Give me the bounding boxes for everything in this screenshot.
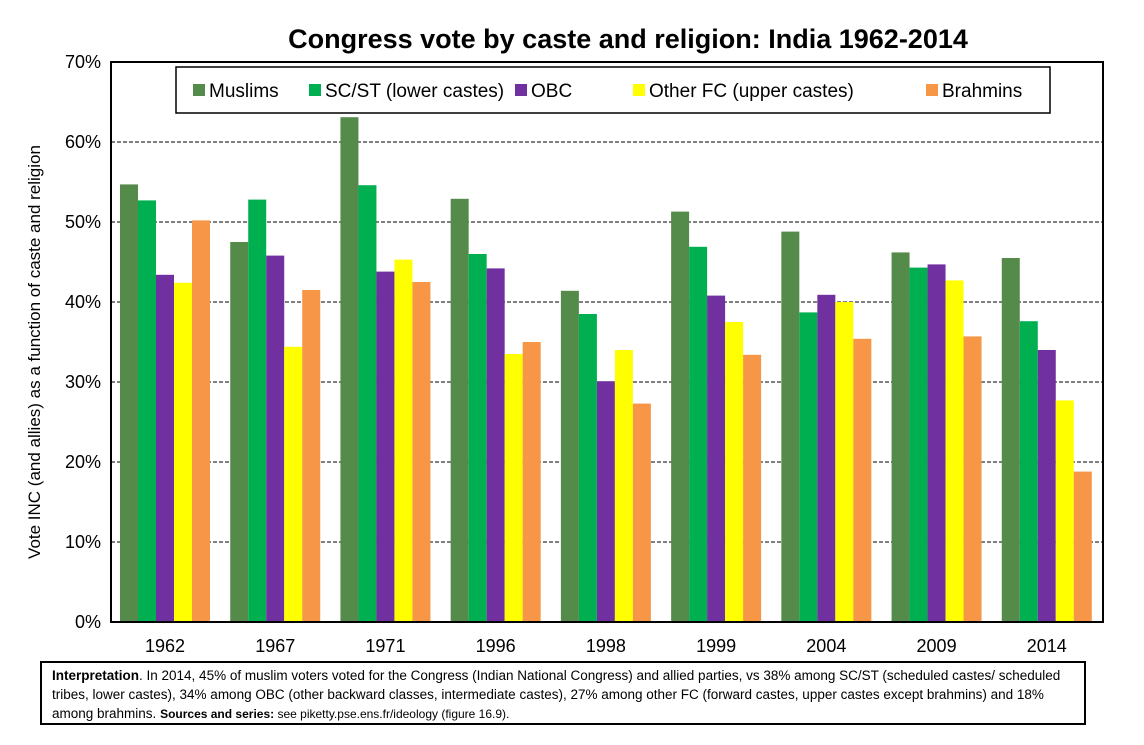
x-tick-label: 1996 [476, 636, 516, 656]
bar [1001, 258, 1020, 622]
bar [909, 267, 928, 622]
y-tick-label: 50% [65, 212, 101, 232]
bar [358, 185, 377, 622]
y-axis-ticks: 0% 10% 20% 30% 40% 50% 60% 70% [65, 52, 101, 632]
bar [156, 274, 174, 622]
bar [671, 211, 690, 622]
bar [817, 294, 836, 622]
bar [891, 252, 910, 622]
bar [927, 264, 946, 622]
chart: Congress vote by caste and religion: Ind… [25, 24, 1104, 656]
legend: Muslims SC/ST (lower castes) OBC Other FC (… [175, 66, 1051, 114]
bar [486, 268, 505, 622]
bar [340, 117, 359, 622]
bar [120, 184, 138, 622]
legend-box [175, 66, 1051, 114]
legend-label: Other FC (upper castes) [649, 81, 854, 102]
bar [138, 200, 156, 622]
legend-label: OBC [531, 81, 572, 102]
x-tick-label: 2009 [917, 636, 957, 656]
bar [725, 322, 744, 622]
x-tick-label: 1967 [255, 636, 295, 656]
bar [174, 282, 192, 622]
x-axis-ticks: 1962 1967 1971 1996 1998 1999 2004 2009 2014 [145, 636, 1067, 656]
bar [1055, 400, 1074, 622]
bar [468, 254, 487, 622]
x-tick-label: 1962 [145, 636, 185, 656]
y-tick-label: 10% [65, 532, 101, 552]
y-tick-label: 70% [65, 52, 101, 72]
bar [504, 354, 523, 622]
bar [522, 342, 541, 622]
bar [853, 338, 872, 622]
legend-swatch [633, 84, 645, 96]
bar [963, 336, 982, 622]
legend-label: Brahmins [942, 81, 1022, 102]
x-tick-label: 1998 [586, 636, 626, 656]
bar [192, 220, 210, 622]
bar [248, 199, 267, 622]
bar [578, 314, 597, 622]
sources-text: see piketty.pse.ens.fr/ideology (figure … [274, 707, 510, 721]
bar [689, 246, 708, 623]
bar [707, 295, 726, 622]
bar [835, 302, 854, 622]
sources-label: Sources and series: [160, 707, 275, 721]
bar [632, 403, 651, 622]
chart-title: Congress vote by caste and religion: Ind… [288, 24, 968, 54]
y-axis-label: Vote INC (and allies) as a function of c… [25, 145, 44, 559]
x-tick-label: 2004 [806, 636, 846, 656]
bar [743, 354, 762, 622]
bar [394, 259, 413, 622]
note-heading: Interpretation [52, 668, 140, 683]
y-tick-label: 60% [65, 132, 101, 152]
bar [1073, 471, 1092, 622]
y-tick-label: 30% [65, 372, 101, 392]
bar [230, 242, 249, 622]
x-tick-label: 1999 [696, 636, 736, 656]
bar [945, 280, 964, 622]
interpretation-note: Interpretation. In 2014, 45% of muslim v… [40, 661, 1086, 725]
y-tick-label: 0% [75, 612, 101, 632]
bar [1037, 350, 1056, 622]
legend-swatch [515, 84, 527, 96]
legend-swatch [309, 84, 321, 96]
y-tick-label: 20% [65, 452, 101, 472]
y-tick-label: 40% [65, 292, 101, 312]
bar [781, 231, 800, 622]
bar [302, 290, 321, 622]
bar [450, 198, 469, 623]
legend-label: SC/ST (lower castes) [325, 81, 504, 102]
note-text: . In 2014, 45% of muslim voters voted fo… [52, 668, 1061, 721]
legend-label: Muslims [209, 81, 279, 102]
x-tick-label: 1971 [365, 636, 405, 656]
bar [799, 312, 818, 622]
bars [120, 117, 1092, 623]
x-tick-label: 2014 [1027, 636, 1067, 656]
bar [1019, 321, 1038, 622]
bar [376, 271, 395, 622]
bar [614, 350, 633, 622]
bar [560, 290, 579, 622]
bar [284, 346, 303, 622]
plot-area-border [110, 61, 1104, 623]
bar [596, 381, 615, 622]
bar [266, 255, 285, 622]
legend-swatch [193, 84, 205, 96]
bar [412, 282, 431, 622]
legend-swatch [926, 84, 938, 96]
